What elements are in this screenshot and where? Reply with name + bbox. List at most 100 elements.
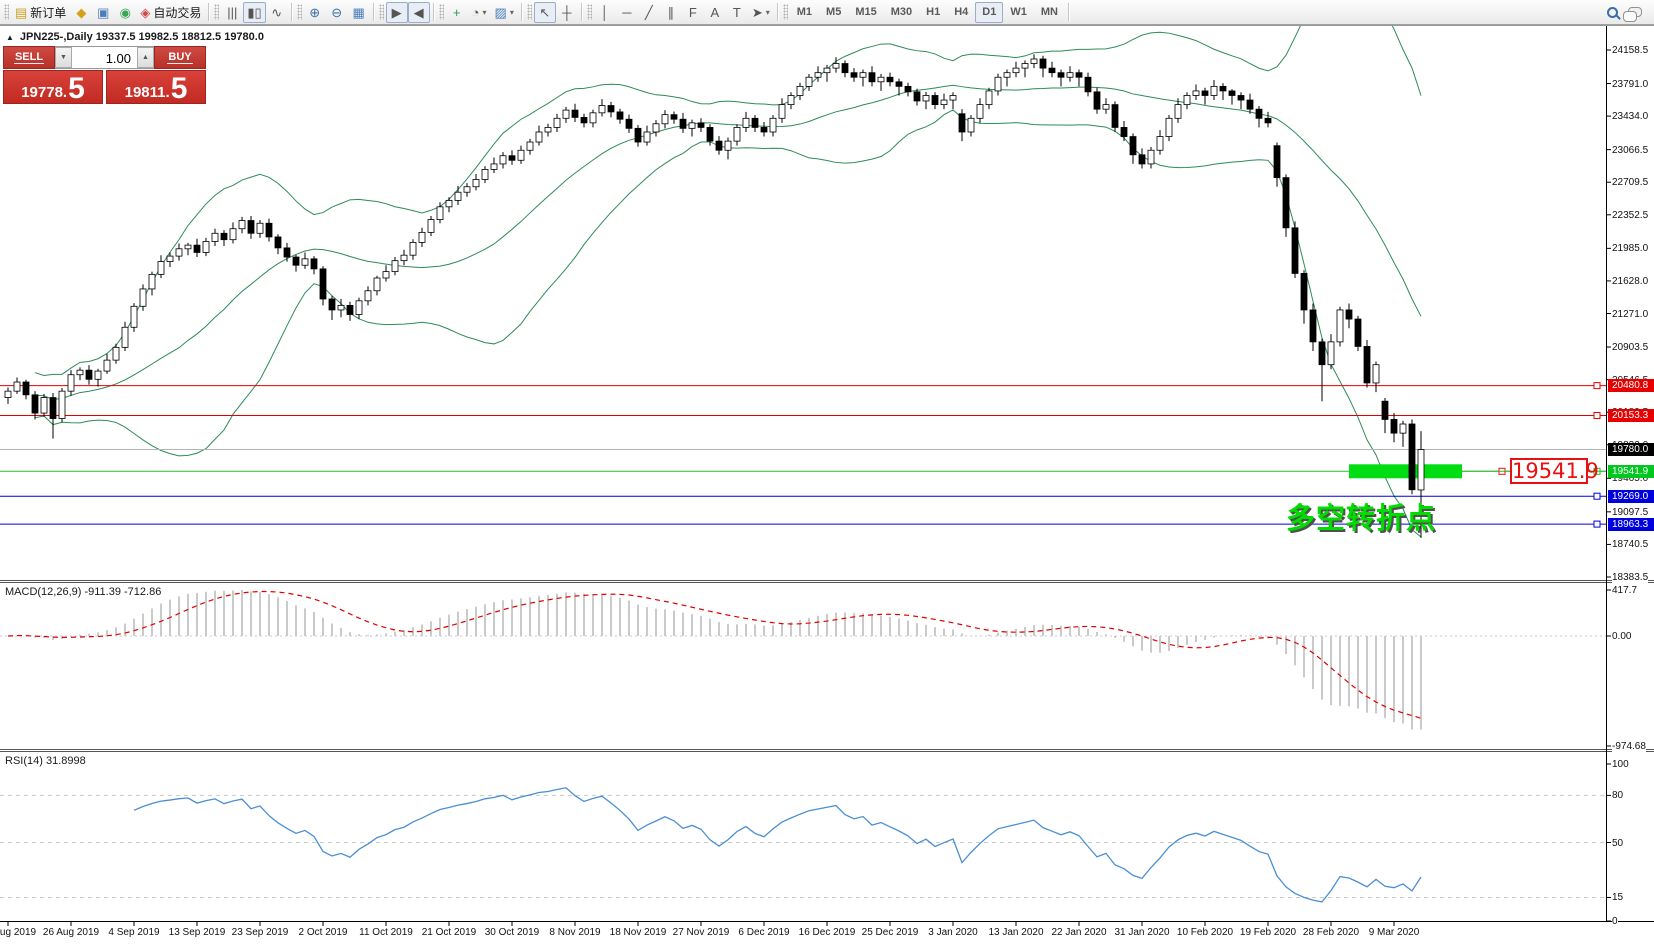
chevron-down-icon: ▾ xyxy=(482,7,487,17)
indicators-icon: + xyxy=(452,4,461,20)
candle-body xyxy=(814,72,822,78)
level-line-marker xyxy=(1593,411,1601,419)
candle-body xyxy=(526,141,534,151)
arrows-button[interactable]: ➤ ▾ xyxy=(748,2,774,23)
data-window-button[interactable]: ▣ xyxy=(92,2,114,23)
fibonacci-button[interactable]: F xyxy=(682,2,704,23)
candle-body xyxy=(454,191,462,201)
tf-d1-button[interactable]: D1 xyxy=(975,1,1004,23)
candle-body xyxy=(796,85,804,96)
text-button[interactable]: A xyxy=(704,2,726,23)
candlestick-chart-button[interactable]: ▮▯ xyxy=(243,1,266,23)
indicators-button[interactable]: + xyxy=(446,2,468,23)
candle-body xyxy=(1408,423,1416,491)
zoom-out-button[interactable]: ⊖ xyxy=(326,2,348,23)
candlestick-chart-icon: ▮▯ xyxy=(247,4,262,20)
candle-body xyxy=(1228,90,1236,96)
text-icon: A xyxy=(710,4,720,20)
candle-body xyxy=(1282,177,1290,229)
candle-body xyxy=(1255,108,1263,119)
tf-m1-button[interactable]: M1 xyxy=(796,6,813,18)
candle-body xyxy=(616,111,624,120)
new-order-button[interactable]: ▤ 新订单 xyxy=(11,2,70,23)
time-axis-label: 13 Jan 2020 xyxy=(988,927,1044,938)
horizontal-line-button[interactable]: ─ xyxy=(616,2,638,23)
toolbar-separator xyxy=(432,3,434,21)
candle-body xyxy=(346,304,354,315)
auto-scroll-button[interactable]: ▶ xyxy=(385,1,408,23)
candle-body xyxy=(256,222,264,234)
candle-body xyxy=(400,254,408,262)
toolbar-grip xyxy=(4,4,9,20)
candle-body xyxy=(1048,67,1056,74)
text-label-icon: T xyxy=(732,4,741,20)
sell-price[interactable]: 19778. 5 xyxy=(3,70,103,104)
periods-icon: ◔ xyxy=(471,4,480,20)
broadcast-button[interactable]: ◉ xyxy=(114,2,136,23)
cursor-button[interactable]: ↖ xyxy=(533,1,556,23)
buy-price[interactable]: 19811. 5 xyxy=(106,70,206,104)
line-chart-button[interactable]: ∿ xyxy=(266,2,288,23)
trendline-button[interactable]: ╱ xyxy=(638,2,660,23)
price-axis-label: 23066.5 xyxy=(1612,144,1649,156)
candle-body xyxy=(445,200,453,208)
tf-m5-button[interactable]: M5 xyxy=(826,6,842,18)
volume-down-button[interactable]: ▼ xyxy=(55,47,72,68)
volume-up-button[interactable]: ▲ xyxy=(137,47,154,68)
market-watch-button[interactable]: ◆ xyxy=(70,2,92,23)
symbol-collapse-icon[interactable]: ▲ xyxy=(6,32,14,42)
candle-body xyxy=(328,298,336,311)
bollinger-middle-band xyxy=(34,84,1422,401)
tile-windows-button[interactable]: ▦ xyxy=(348,2,370,23)
time-axis-label: 19 Feb 2020 xyxy=(1239,927,1297,938)
candle-body xyxy=(103,359,111,372)
highlight-bar xyxy=(1349,464,1462,479)
candle-body xyxy=(166,255,174,262)
candle-body xyxy=(157,261,165,275)
toolbar-grip xyxy=(378,4,384,20)
toolbar-separator xyxy=(520,3,522,21)
bar-chart-button[interactable]: ||| xyxy=(221,2,243,23)
tf-h4-button[interactable]: H4 xyxy=(954,6,969,18)
tf-m30-button[interactable]: M30 xyxy=(890,6,913,18)
text-label-button[interactable]: T xyxy=(726,2,748,23)
market-watch-icon: ◆ xyxy=(76,4,87,20)
tf-h1-button[interactable]: H1 xyxy=(926,6,941,18)
price-level-badge: 20153.3 xyxy=(1608,408,1654,422)
candle-body xyxy=(1192,90,1200,96)
candle-body xyxy=(661,114,669,125)
auto-trading-button[interactable]: ◈ 自动交易 xyxy=(136,2,205,23)
candle-body xyxy=(13,381,21,392)
price-callout[interactable]: 19541.9 xyxy=(1510,458,1599,484)
periods-button[interactable]: ◔ ▾ xyxy=(468,2,491,23)
time-axis-label: 25 Dec 2019 xyxy=(861,927,919,938)
equidistant-channel-button[interactable]: ∥ xyxy=(660,2,682,23)
volume-input[interactable] xyxy=(72,47,137,68)
tf-mn-button[interactable]: MN xyxy=(1040,6,1058,18)
main-pane xyxy=(0,26,1606,538)
candle-body xyxy=(292,256,300,266)
candle-body xyxy=(580,116,588,124)
price-axis-label: 18740.5 xyxy=(1612,539,1649,551)
candle-body xyxy=(148,273,156,290)
tf-w1-button[interactable]: W1 xyxy=(1010,6,1027,18)
candle-body xyxy=(1075,72,1083,78)
crosshair-button[interactable]: ┼ xyxy=(556,2,578,23)
macd-label: MACD(12,26,9) -911.39 -712.86 xyxy=(5,586,162,598)
sell-button[interactable]: SELL xyxy=(3,46,55,69)
search-icon[interactable] xyxy=(1607,6,1618,18)
chat-icon[interactable] xyxy=(1623,7,1642,22)
zoom-in-button[interactable]: ⊕ xyxy=(304,2,326,23)
chart-shift-button[interactable]: ◀ xyxy=(407,1,430,23)
vertical-line-button[interactable]: │ xyxy=(594,2,616,23)
templates-button[interactable]: ▨ ▾ xyxy=(491,2,518,23)
buy-button[interactable]: BUY xyxy=(154,46,206,69)
time-axis-label: 3 Jan 2020 xyxy=(928,927,978,938)
candle-body xyxy=(1030,58,1038,64)
toolbar: ▤ 新订单 ◆ ▣ ◉ ◈ 自动交易 ||| ▮▯ ∿ ⊕ ⊖ ▦ ▶ ◀ + ◔ ▾ ▨ ▾ ↖ ┼ │ ─ ╱ ∥ F A T ➤ ▾ M… xyxy=(0,0,1654,25)
cn-annotation[interactable]: 多空转折点 xyxy=(1286,503,1437,535)
candle-body xyxy=(1093,91,1101,110)
tf-m15-button[interactable]: M15 xyxy=(855,6,877,18)
